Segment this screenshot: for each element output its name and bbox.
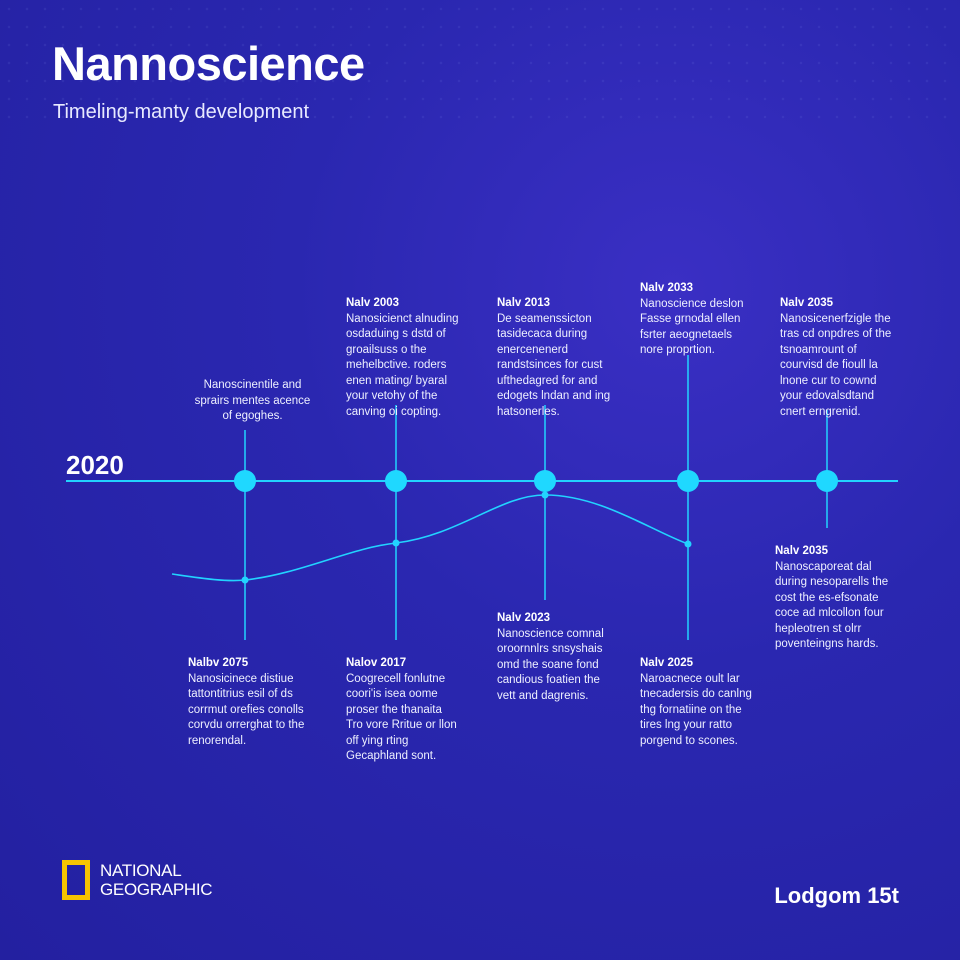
logo-text: NATIONAL GEOGRAPHIC (100, 861, 213, 899)
timeline-node-4 (677, 470, 699, 492)
event-bottom-1-head: Nalbv 2075 (188, 657, 249, 669)
logo-line-2: GEOGRAPHIC (100, 880, 213, 899)
curve-point-2 (392, 539, 400, 547)
year-label: 2020 (66, 450, 124, 480)
event-top-5-text: Nanosicenerfzigle the tras cd onpdres of… (780, 312, 892, 418)
page-subtitle: Timeling-manty development (53, 101, 310, 123)
event-bottom-1-text: Nanosicinece distiue tattontitrius esil … (188, 672, 305, 747)
event-bottom-3: Nalv 2023 Nanoscience comnal oroornnlrs … (497, 611, 612, 704)
event-bottom-5-head: Nalv 2035 (775, 545, 829, 557)
event-bottom-5: Nalv 2035 Nanoscaporeat dal during nesop… (775, 544, 895, 653)
event-top-3: Nalv 2013 De seamenssicton tasidecaca du… (497, 296, 615, 420)
event-top-3-head: Nalv 2013 (497, 297, 551, 309)
footer-right-text: Lodgom 15t (774, 883, 899, 908)
event-top-3-text: De seamenssicton tasidecaca during enerc… (497, 312, 611, 418)
curve-point-3 (541, 491, 549, 499)
event-bottom-2-text: Coogrecell fonlutne coori'is isea oome p… (346, 672, 457, 763)
event-bottom-3-text: Nanoscience comnal oroornnlrs snsyshais … (497, 627, 604, 702)
timeline-node-1 (234, 470, 256, 492)
trend-curve (171, 494, 689, 582)
event-bottom-4-text: Naroacnece oult lar tnecadersis do canln… (640, 672, 752, 747)
event-top-4: Nalv 2033 Nanoscience deslon Fasse grnod… (640, 281, 752, 359)
event-top-2-head: Nalv 2003 (346, 297, 400, 309)
logo-line-1: NATIONAL (100, 861, 182, 880)
timeline-node-3 (534, 470, 556, 492)
national-geographic-logo: NATIONAL GEOGRAPHIC (62, 860, 213, 900)
event-bottom-1: Nalbv 2075 Nanosicinece distiue tattonti… (188, 656, 308, 749)
event-top-1-text: Nanoscinentile and sprairs mentes acence… (194, 379, 311, 422)
event-top-2-text: Nanosicienct alnuding osdaduing s dstd o… (346, 312, 459, 418)
event-top-4-text: Nanoscience deslon Fasse grnodal ellen f… (640, 297, 744, 357)
event-top-5: Nalv 2035 Nanosicenerfzigle the tras cd … (780, 296, 895, 420)
event-top-2: Nalv 2003 Nanosicienct alnuding osdaduin… (346, 296, 464, 420)
page-title: Nannoscience (52, 37, 365, 90)
curve-point-4 (684, 540, 692, 548)
background-dots (0, 0, 960, 120)
event-bottom-5-text: Nanoscaporeat dal during nesoparells the… (775, 560, 889, 651)
logo-yellow-rectangle-icon (62, 860, 90, 900)
event-bottom-4-head: Nalv 2025 (640, 657, 694, 669)
event-top-1: Nanoscinentile and sprairs mentes acence… (190, 378, 315, 425)
event-bottom-3-head: Nalv 2023 (497, 612, 551, 624)
curve-point-1 (241, 576, 249, 584)
timeline-node-5 (816, 470, 838, 492)
event-top-5-head: Nalv 2035 (780, 297, 834, 309)
event-bottom-2-head: Nalov 2017 (346, 657, 407, 669)
event-bottom-2: Nalov 2017 Coogrecell fonlutne coori'is … (346, 656, 461, 765)
timeline-node-2 (385, 470, 407, 492)
event-top-4-head: Nalv 2033 (640, 282, 694, 294)
event-bottom-4: Nalv 2025 Naroacnece oult lar tnecadersi… (640, 656, 755, 749)
